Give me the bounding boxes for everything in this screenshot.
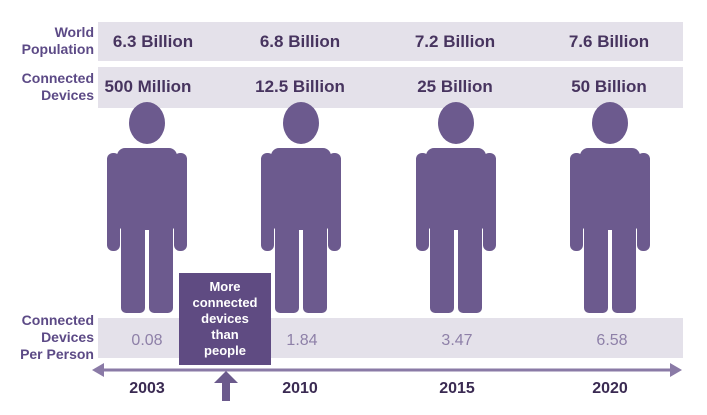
callout-line: connected bbox=[192, 295, 258, 310]
per-person-value-2010: 1.84 bbox=[286, 332, 318, 349]
year-label-2015: 2015 bbox=[439, 380, 475, 397]
devices-band bbox=[98, 67, 683, 108]
devices-label-line: Devices bbox=[41, 87, 94, 103]
devices-label-line: Connected bbox=[21, 70, 94, 86]
callout-text: More connected devices than people bbox=[188, 279, 261, 359]
devices-value-2010: 12.5 Billion bbox=[255, 77, 345, 96]
callout-line: devices bbox=[201, 311, 249, 326]
per-person-value-2020: 6.58 bbox=[596, 332, 628, 349]
population-label-line: World bbox=[54, 24, 94, 40]
callout-line: people bbox=[204, 343, 246, 358]
timeline-arrow bbox=[92, 363, 682, 377]
population-value-2010: 6.8 Billion bbox=[259, 32, 341, 51]
population-value-2020: 7.6 Billion bbox=[568, 32, 650, 51]
person-icon-2003 bbox=[107, 101, 187, 313]
devices-value-2003: 500 Million bbox=[104, 77, 192, 96]
population-band bbox=[98, 22, 683, 61]
up-arrow-icon bbox=[214, 371, 238, 401]
year-label-2010: 2010 bbox=[282, 380, 318, 397]
per-person-label-line: Connected bbox=[21, 312, 94, 328]
population-row-label: World Population bbox=[0, 24, 94, 58]
population-value-2003: 6.3 Billion bbox=[112, 32, 194, 51]
devices-value-2015: 25 Billion bbox=[417, 77, 493, 96]
year-label-2020: 2020 bbox=[592, 380, 628, 397]
per-person-label-line: Devices bbox=[41, 329, 94, 345]
person-icon-2010 bbox=[261, 101, 341, 313]
population-label-line: Population bbox=[21, 41, 94, 57]
per-person-row-label: Connected Devices Per Person bbox=[0, 312, 94, 363]
person-icon-2015 bbox=[416, 101, 496, 313]
callout-box: More connected devices than people bbox=[179, 273, 271, 365]
devices-row-label: Connected Devices bbox=[0, 70, 94, 104]
devices-value-2020: 50 Billion bbox=[571, 77, 647, 96]
person-icon-2020 bbox=[570, 101, 650, 313]
year-label-2003: 2003 bbox=[129, 380, 165, 397]
per-person-label-line: Per Person bbox=[20, 346, 94, 362]
per-person-value-2003: 0.08 bbox=[131, 332, 163, 349]
population-value-2015: 7.2 Billion bbox=[414, 32, 496, 51]
callout-line: than bbox=[211, 327, 239, 342]
callout-line: More bbox=[209, 279, 241, 294]
per-person-value-2015: 3.47 bbox=[441, 332, 473, 349]
